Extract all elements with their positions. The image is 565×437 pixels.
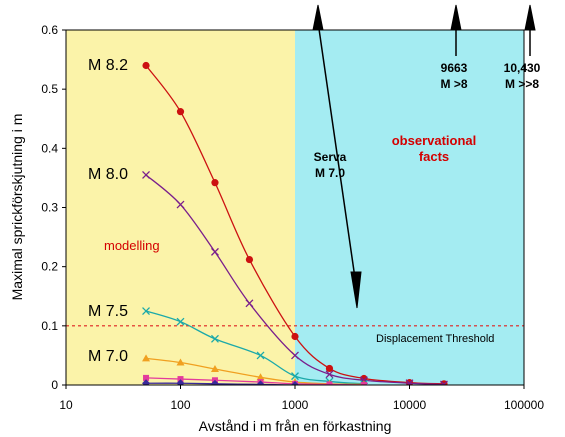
y-tick-label: 0.3 <box>41 201 58 215</box>
series-label-m75: M 7.5 <box>88 303 128 320</box>
y-tick-labels: 0 0.1 0.2 0.3 0.4 0.5 0.6 <box>41 23 58 392</box>
data-point <box>291 381 299 385</box>
data-point <box>176 379 185 385</box>
serva-label-line2: M 7.0 <box>315 166 345 180</box>
y-tick-label: 0.6 <box>41 23 58 37</box>
data-point <box>325 370 334 379</box>
data-point <box>211 179 219 187</box>
observational-label-line2: facts <box>419 149 449 164</box>
x-tick-label: 100 <box>170 398 190 412</box>
data-point <box>291 372 299 381</box>
x-tick-label: 100000 <box>504 398 544 412</box>
data-point <box>176 108 185 116</box>
series-label-m80: M 8.0 <box>88 166 128 183</box>
y-tick-label: 0.1 <box>41 319 58 333</box>
modelling-region <box>66 30 295 385</box>
data-point <box>210 365 219 373</box>
data-point <box>360 382 367 385</box>
observational-region <box>295 30 524 385</box>
y-axis-title: Maximal sprickförskjutning i m <box>9 114 25 301</box>
data-point <box>440 380 448 385</box>
data-point <box>326 381 333 385</box>
serva-arrow-head-bottom <box>350 271 362 309</box>
obs-10430-label-line2: M >>8 <box>505 77 539 91</box>
modelling-label: modelling <box>104 238 160 253</box>
data-point <box>142 170 150 179</box>
observation-arrows <box>312 4 536 309</box>
series-layer <box>142 61 448 385</box>
data-point <box>142 61 150 70</box>
axis-ticks <box>62 29 525 389</box>
x-tick-label: 10000 <box>393 398 427 412</box>
obs-9663-label-line2: M >8 <box>440 77 467 91</box>
data-point <box>176 358 185 366</box>
data-point <box>256 351 265 360</box>
serva-arrow-line <box>317 21 358 293</box>
data-point <box>211 334 219 343</box>
y-tick-label: 0.4 <box>41 141 58 155</box>
data-point <box>256 373 265 381</box>
threshold-label: Displacement Threshold <box>376 333 494 345</box>
serva-label-line1: Serva <box>314 150 347 164</box>
y-tick-label: 0.2 <box>41 260 58 274</box>
series-label-m70: M 7.0 <box>88 348 128 365</box>
series-label-m82: M 8.2 <box>88 57 128 74</box>
data-point <box>245 299 254 308</box>
data-point <box>405 379 414 385</box>
data-point <box>142 379 151 385</box>
x-tick-label: 1000 <box>282 398 309 412</box>
data-point <box>291 351 299 360</box>
obs-9663-arrow-head <box>450 4 462 31</box>
data-point <box>177 376 184 383</box>
series-line <box>145 65 444 385</box>
data-point <box>176 317 185 326</box>
x-axis-title: Avstånd i m från en förkastning <box>199 418 392 434</box>
obs-10430-arrow-head <box>524 4 536 31</box>
data-point <box>256 380 265 385</box>
data-point <box>143 374 150 381</box>
x-tick-labels: 10 100 1000 10000 100000 <box>59 398 544 412</box>
obs-10430-label-line1: 10,430 <box>504 61 541 75</box>
x-tick-label: 10 <box>59 398 73 412</box>
data-point <box>325 364 334 373</box>
y-tick-label: 0 <box>51 378 58 392</box>
data-point <box>142 307 150 316</box>
data-point <box>176 200 185 209</box>
observational-label-line1: observational <box>392 133 477 148</box>
series-1 <box>142 170 448 385</box>
data-point <box>211 247 219 256</box>
data-point <box>142 354 151 362</box>
serva-arrow-head-top <box>312 4 324 31</box>
y-tick-label: 0.5 <box>41 82 58 96</box>
data-point <box>245 255 254 264</box>
data-point <box>210 379 219 385</box>
data-point <box>291 332 299 341</box>
obs-9663-label-line1: 9663 <box>441 61 468 75</box>
